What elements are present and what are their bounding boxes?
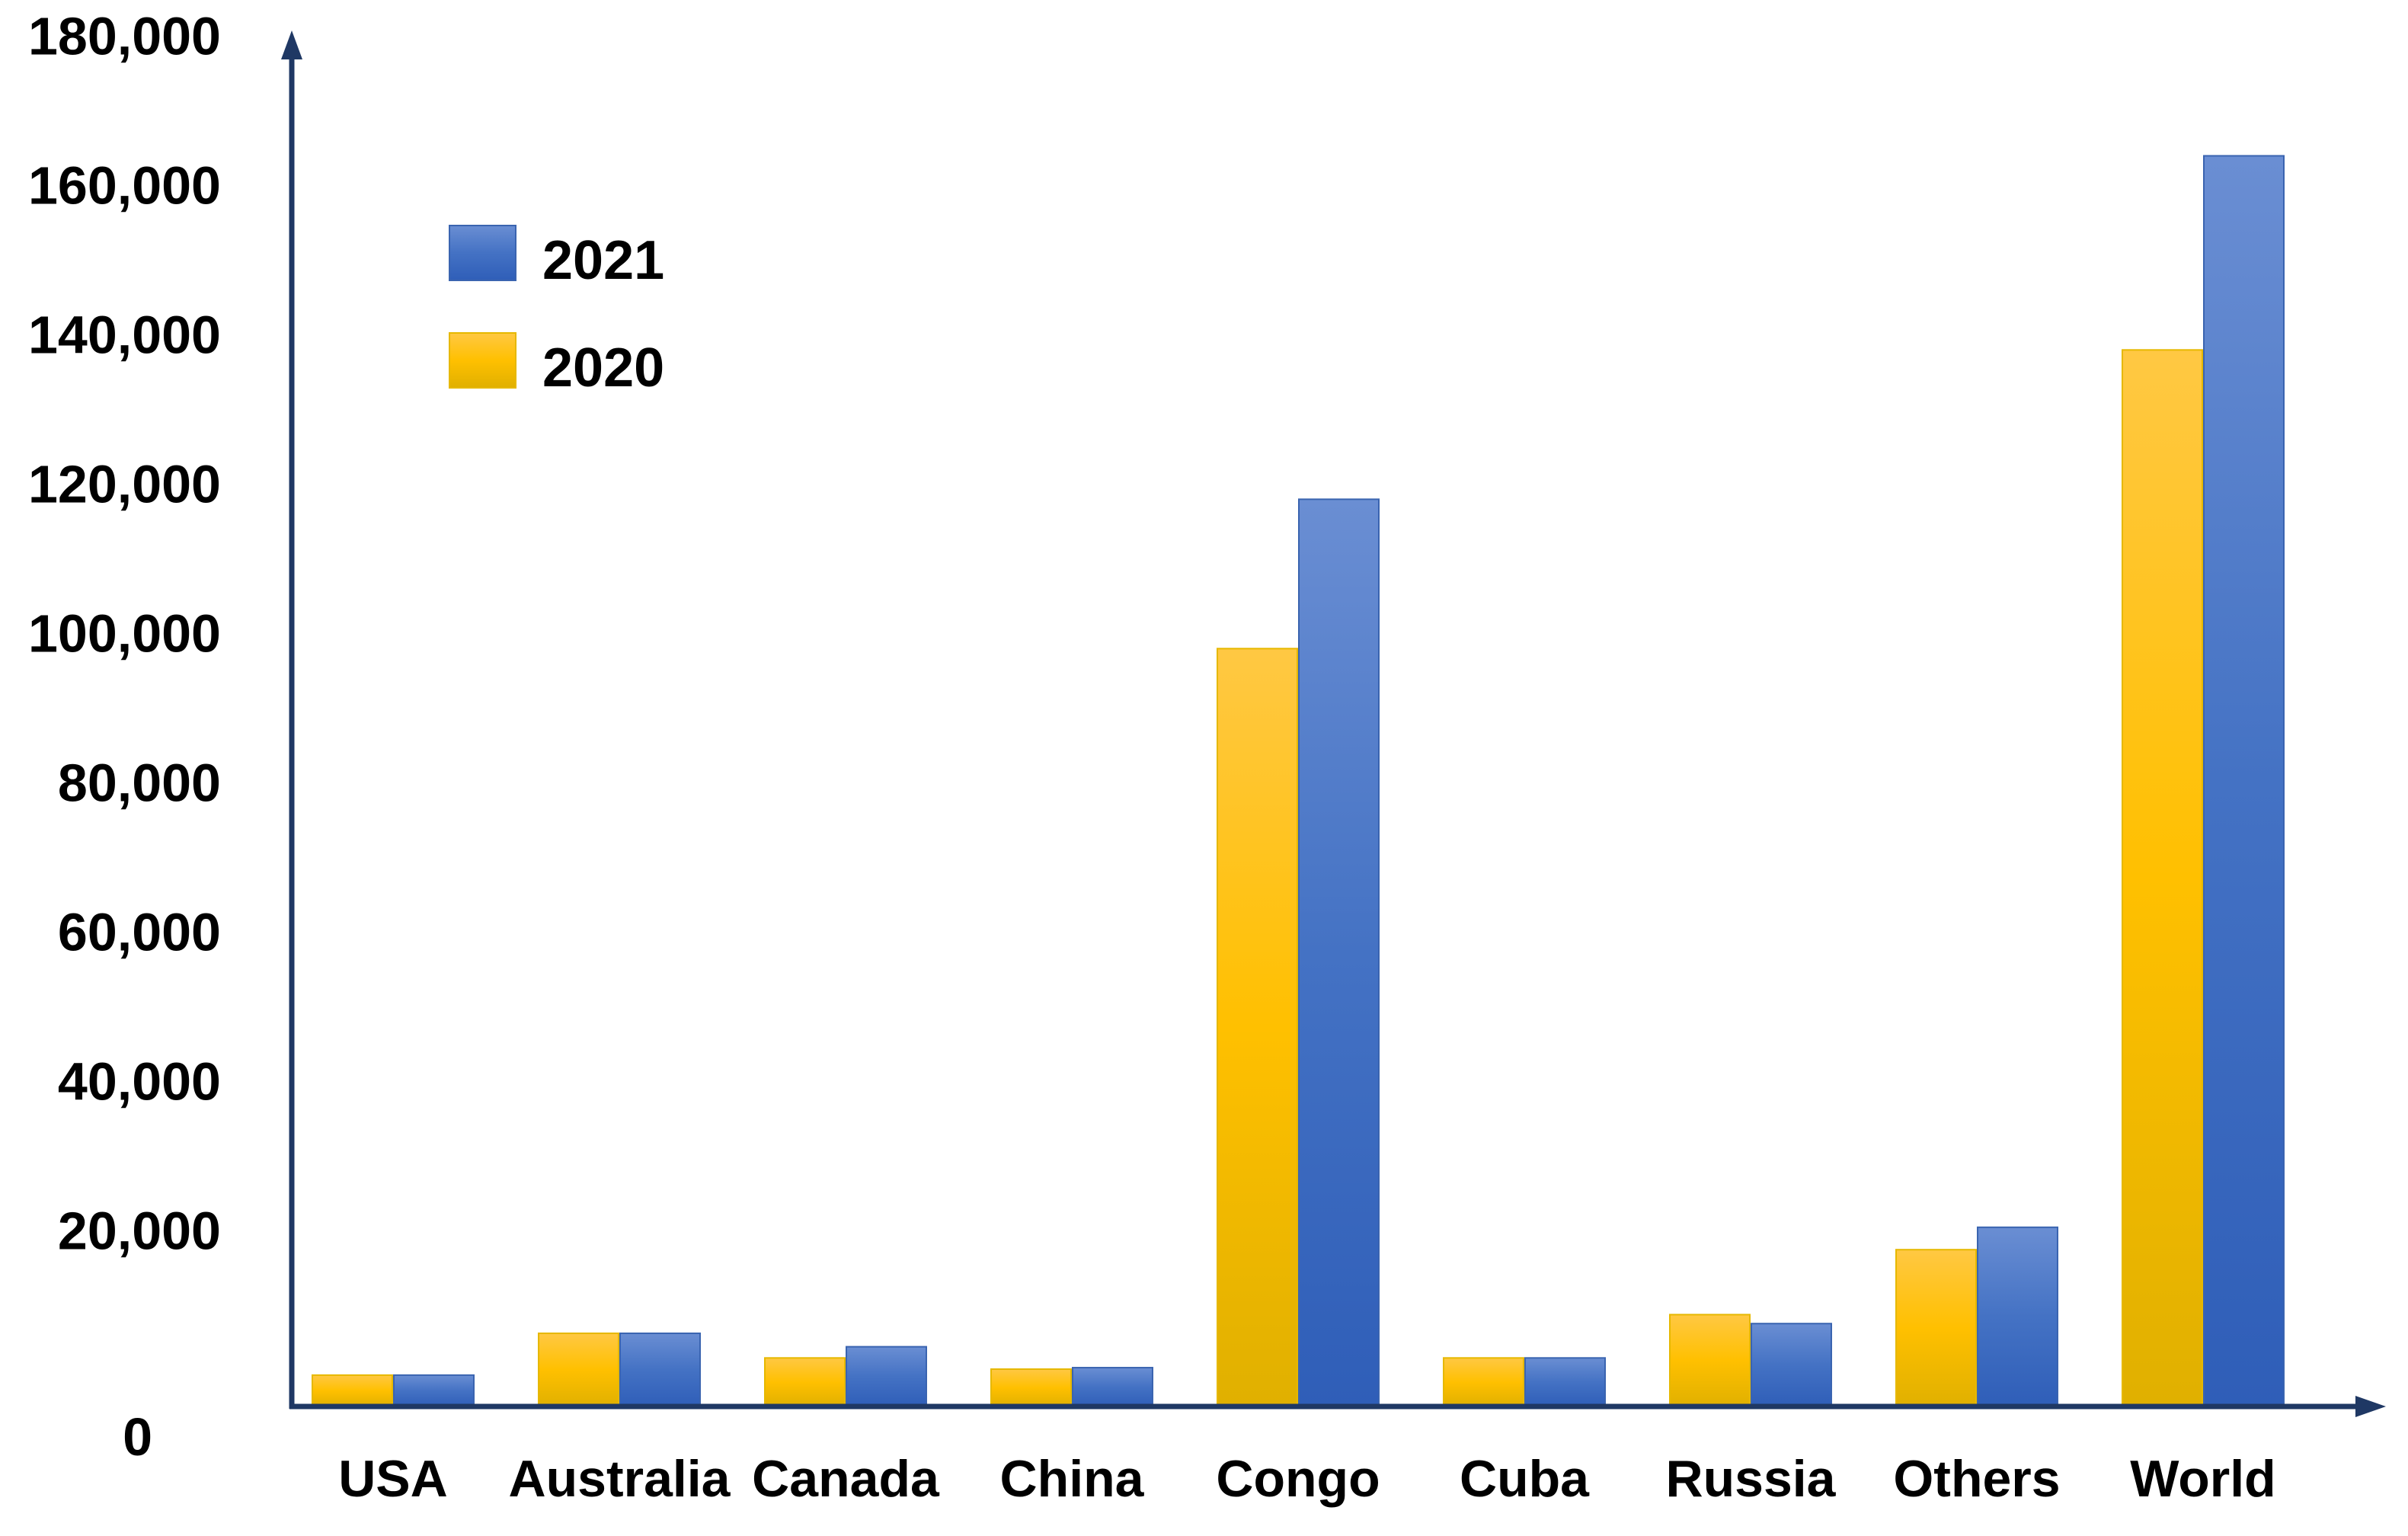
x-tick-label-usa: USA (338, 1450, 448, 1508)
y-tick-label: 80,000 (58, 754, 221, 813)
y-axis-tick-labels: 0 20,000 40,000 60,000 80,000 100,000 120,000 1… (28, 7, 221, 1467)
x-tick-label-congo: Congo (1216, 1450, 1380, 1508)
bar-2020-usa (312, 1374, 393, 1407)
bar-2021-congo (1298, 498, 1380, 1407)
legend-swatch-2020 (449, 332, 516, 389)
x-axis-arrow (2355, 1396, 2386, 1417)
x-tick-label-russia: Russia (1666, 1450, 1837, 1508)
bar-series (312, 155, 2285, 1408)
bar-2021-canada (846, 1346, 927, 1407)
bar-2020-china (990, 1368, 1072, 1407)
legend-label-2020: 2020 (542, 338, 664, 398)
bar-2020-australia (538, 1332, 619, 1407)
bar-2021-others (1977, 1226, 2058, 1408)
y-tick-label: 180,000 (28, 7, 221, 66)
y-axis-arrow (281, 30, 302, 59)
y-tick-label: 100,000 (28, 604, 221, 664)
bar-2020-world (2122, 349, 2203, 1407)
x-tick-label-world: World (2130, 1450, 2275, 1508)
y-tick-label: 120,000 (28, 455, 221, 514)
bar-2020-others (1895, 1249, 1977, 1407)
bar-2021-cuba (1524, 1357, 1606, 1408)
x-tick-label-cuba: Cuba (1460, 1450, 1590, 1508)
legend-label-2021: 2021 (542, 230, 664, 291)
bar-2020-canada (764, 1357, 846, 1408)
bar-2021-russia (1751, 1323, 1832, 1407)
bar-2021-world (2203, 155, 2285, 1407)
x-tick-label-others: Others (1893, 1450, 2060, 1508)
y-tick-label: 20,000 (58, 1202, 221, 1261)
legend-swatch-2021 (449, 225, 516, 281)
legend: 2021 2020 (449, 225, 664, 398)
axes (281, 30, 2386, 1417)
bar-2021-china (1072, 1367, 1153, 1408)
bar-2021-usa (393, 1374, 475, 1407)
x-tick-label-canada: Canada (752, 1450, 940, 1508)
y-tick-label: 60,000 (58, 903, 221, 962)
bar-2021-australia (619, 1332, 701, 1407)
bar-2020-russia (1669, 1314, 1751, 1407)
y-tick-label: 140,000 (28, 306, 221, 365)
bar-2020-congo (1217, 648, 1298, 1407)
x-tick-label-australia: Australia (509, 1450, 731, 1508)
bar-2020-cuba (1443, 1357, 1524, 1408)
y-tick-label: 0 (123, 1407, 152, 1467)
y-tick-label: 160,000 (28, 156, 221, 216)
x-tick-label-china: China (1000, 1450, 1145, 1508)
y-tick-label: 40,000 (58, 1052, 221, 1112)
x-axis-tick-labels: USA Australia Canada China Congo Cuba Russia Ot… (338, 1450, 2275, 1508)
